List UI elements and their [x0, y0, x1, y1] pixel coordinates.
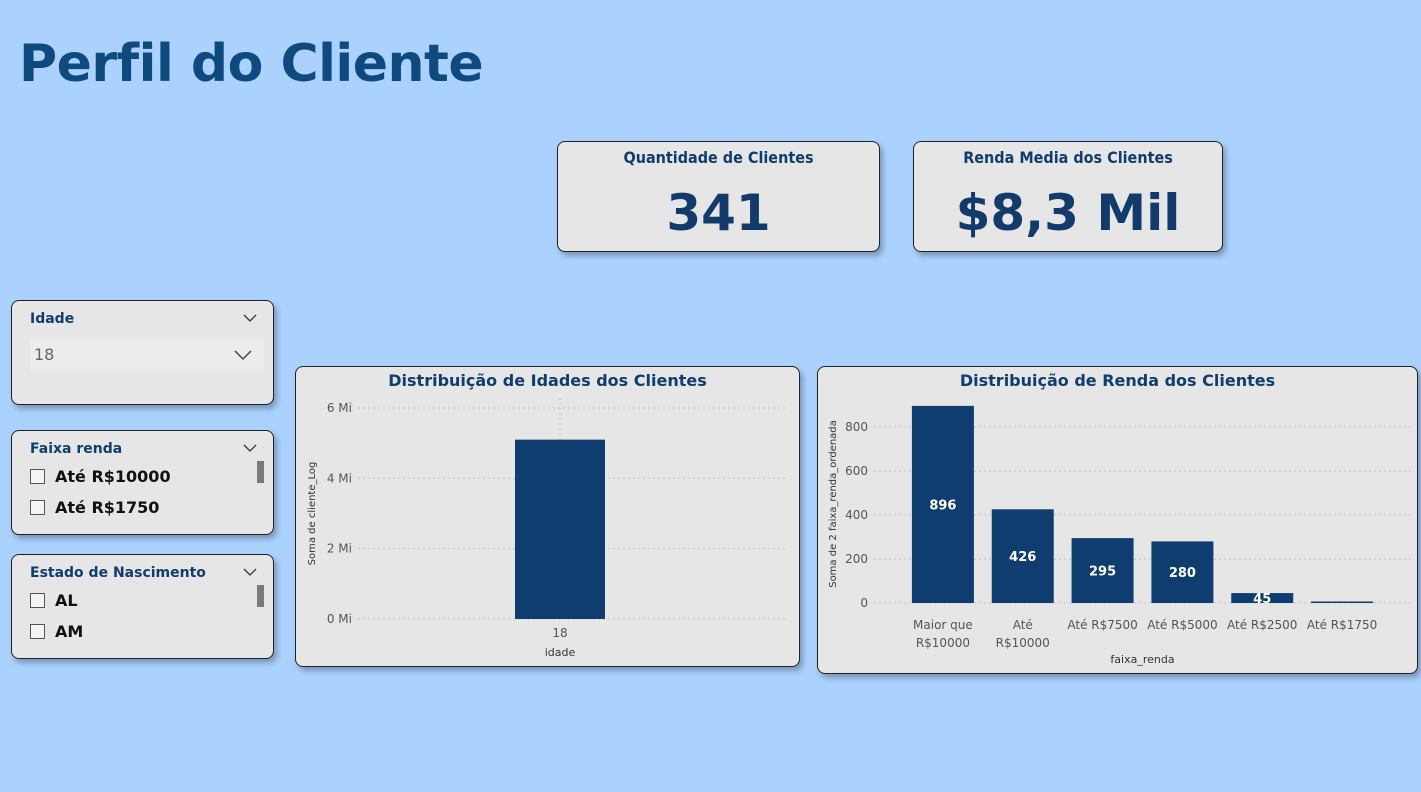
option-label: AL [55, 590, 78, 610]
y-tick-label: 600 [845, 464, 868, 478]
chart-idades-title: Distribuição de Idades dos Clientes [388, 371, 707, 390]
data-label: 426 [1009, 550, 1036, 565]
y-tick-label: 0 Mi [327, 612, 352, 626]
kpi-renda-label: Renda Media dos Clientes [963, 148, 1173, 167]
x-tick-label: Até R$7500 [1067, 618, 1137, 632]
chart-idades-card[interactable]: Distribuição de Idades dos Clientes 0 Mi… [295, 366, 800, 667]
slicer-estado-title: Estado de Nascimento [30, 565, 206, 581]
data-label: 896 [929, 498, 956, 513]
slicer-idade[interactable]: Idade 18 [11, 300, 274, 405]
data-label: 280 [1169, 566, 1196, 581]
slicer-faixa-renda[interactable]: Faixa renda Até R$10000 Até R$1750 [11, 430, 274, 535]
x-tick-label: Maior que [913, 618, 973, 632]
x-tick-label: Até R$5000 [1147, 618, 1217, 632]
kpi-card-clientes[interactable]: Quantidade de Clientes 341 [557, 141, 880, 252]
kpi-clientes-label: Quantidade de Clientes [623, 148, 814, 167]
x-tick-label: Até [1013, 618, 1033, 632]
scrollbar[interactable] [257, 461, 264, 483]
y-axis-title: Soma de 2 faixa_renda_ordenada [828, 420, 839, 588]
x-tick-label: Até R$1750 [1307, 618, 1377, 632]
data-label: 45 [1253, 592, 1271, 607]
y-axis-title: Soma de cliente_Log [307, 462, 318, 566]
bar [1231, 593, 1294, 603]
y-tick-label: 2 Mi [327, 542, 352, 556]
x-tick-label: R$10000 [916, 636, 970, 650]
y-tick-label: 200 [845, 552, 868, 566]
chevron-down-icon[interactable] [243, 311, 257, 325]
slicer-estado[interactable]: Estado de Nascimento AL AM [11, 554, 274, 659]
kpi-clientes-value: 341 [666, 184, 771, 242]
bar [1071, 538, 1134, 603]
idade-dropdown[interactable]: 18 [30, 339, 264, 371]
checkbox[interactable] [30, 623, 45, 639]
page-title: Perfil do Cliente [19, 34, 484, 94]
y-tick-label: 6 Mi [327, 401, 352, 415]
chart-renda: 0 200 400 600 800 Maior que R$10000 896 Até R$100… [828, 405, 1414, 666]
slicer-faixa-renda-title: Faixa renda [30, 441, 123, 457]
x-tick-label: Até R$2500 [1227, 618, 1297, 632]
chevron-down-icon[interactable] [234, 348, 252, 362]
scrollbar[interactable] [257, 585, 264, 607]
y-tick-label: 800 [845, 420, 868, 434]
checkbox[interactable] [30, 468, 45, 484]
chart-renda-card[interactable]: Distribuição de Renda dos Clientes 0 200 4… [817, 366, 1418, 674]
bar [991, 509, 1054, 603]
option-label: AM [55, 621, 84, 641]
checkbox[interactable] [30, 592, 45, 608]
bar [515, 439, 605, 619]
chevron-down-icon[interactable] [243, 441, 257, 455]
kpi-renda-value: $8,3 Mil [955, 184, 1181, 242]
x-axis-title: idade [545, 646, 576, 659]
bar [911, 405, 974, 603]
chevron-down-icon[interactable] [243, 565, 257, 579]
x-axis-title: faixa_renda [1110, 653, 1174, 666]
y-tick-label: 0 [860, 596, 868, 610]
estado-option[interactable]: AL [30, 589, 78, 611]
chart-renda-title: Distribuição de Renda dos Clientes [959, 371, 1276, 390]
bar [1151, 541, 1214, 603]
x-tick-label: 18 [552, 626, 567, 640]
idade-dropdown-value: 18 [34, 345, 55, 364]
kpi-card-renda[interactable]: Renda Media dos Clientes $8,3 Mil [913, 141, 1223, 252]
slicer-idade-title: Idade [30, 311, 75, 327]
y-tick-label: 400 [845, 508, 868, 522]
faixa-renda-option[interactable]: Até R$1750 [30, 496, 159, 518]
checkbox[interactable] [30, 499, 45, 515]
faixa-renda-option[interactable]: Até R$10000 [30, 465, 171, 487]
estado-option[interactable]: AM [30, 620, 83, 642]
chart-idades: 0 Mi 2 Mi 4 Mi 6 Mi 18 idade Soma de cliente_L… [307, 398, 788, 659]
y-tick-label: 4 Mi [327, 471, 352, 485]
option-label: Até R$1750 [55, 497, 160, 517]
option-label: Até R$10000 [55, 466, 171, 486]
data-label: 295 [1089, 565, 1116, 580]
bar [1311, 601, 1374, 603]
x-tick-label: R$10000 [996, 636, 1050, 650]
